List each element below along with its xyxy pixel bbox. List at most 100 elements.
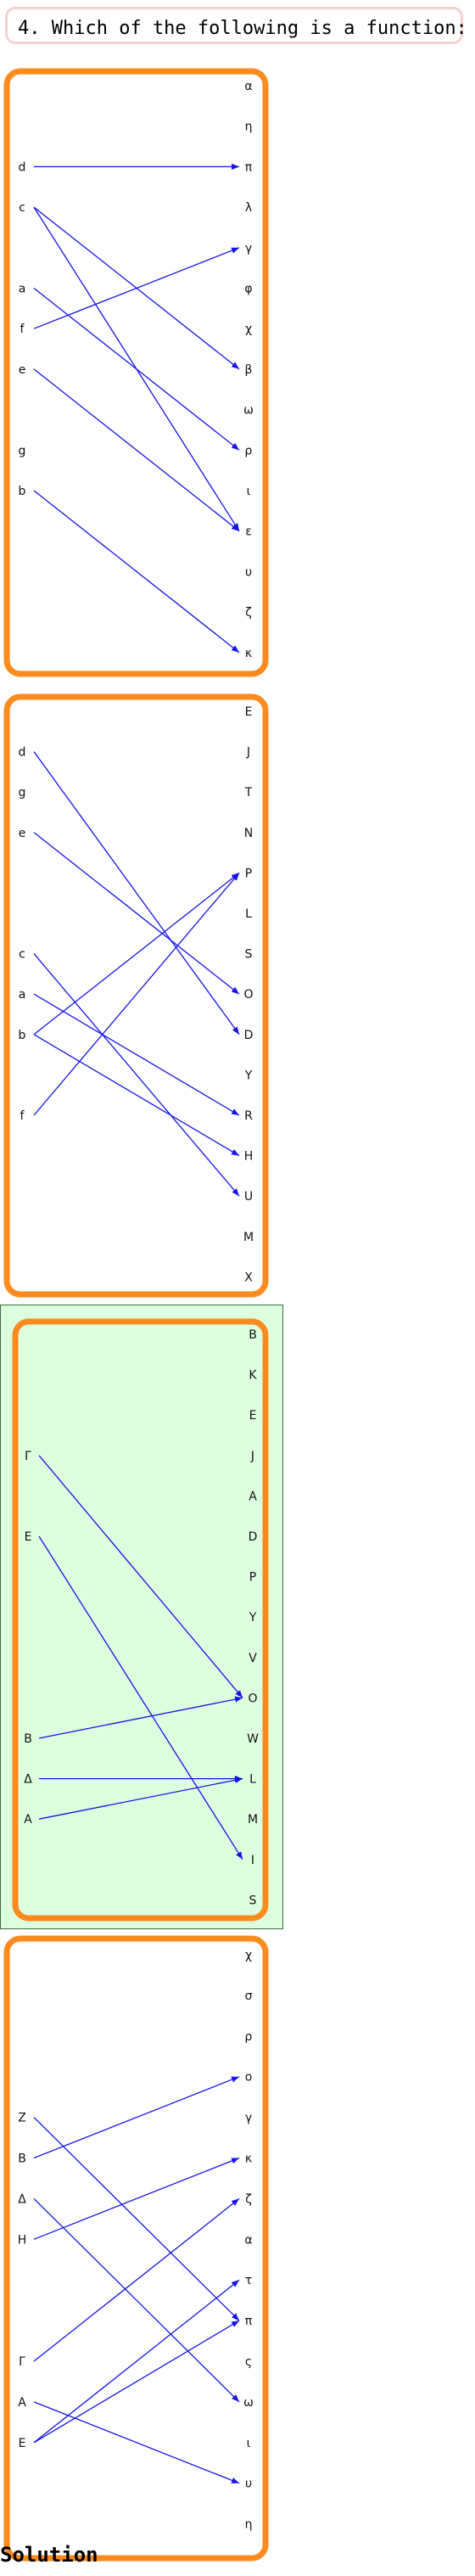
domain-element: Γ xyxy=(19,2355,25,2369)
diagram-frame xyxy=(3,693,269,1298)
codomain-element: I xyxy=(251,1854,254,1867)
domain-element: f xyxy=(20,323,25,336)
domain-element: d xyxy=(19,746,26,760)
domain-element: b xyxy=(19,485,26,498)
domain-element: E xyxy=(25,1530,32,1544)
domain-element: A xyxy=(24,1813,32,1827)
codomain-element: A xyxy=(249,1490,257,1503)
diagram-canvas: Z B Δ H Γ A Eχ σ ρ ο γ κ ζ α τ π ς ω ι υ η xyxy=(3,1935,269,2562)
domain-element: Δ xyxy=(18,2192,26,2206)
codomain-element: ω xyxy=(243,2396,254,2410)
mapping-arrow xyxy=(33,2197,240,2362)
codomain-element: J xyxy=(250,1450,254,1463)
codomain-element: W xyxy=(247,1732,259,1746)
codomain-element: T xyxy=(244,786,253,800)
domain-element: E xyxy=(19,2437,26,2450)
mapping-arrow xyxy=(38,1535,243,1860)
codomain-element: P xyxy=(249,1571,256,1585)
domain-element: Z xyxy=(18,2112,26,2125)
codomain-element: ι xyxy=(247,485,251,498)
codomain-element: ι xyxy=(247,2437,251,2450)
codomain-element: υ xyxy=(245,2478,252,2491)
mapping-arrow xyxy=(33,872,240,1035)
domain-element: b xyxy=(19,1029,26,1042)
domain-element: e xyxy=(19,363,26,377)
domain-element: c xyxy=(19,948,25,962)
codomain-element: E xyxy=(249,1409,257,1423)
codomain-element: χ xyxy=(245,323,252,336)
mapping-diagram-3: Γ E B Δ A B K E J A D P Y V O W L M I S xyxy=(0,1305,475,1929)
mapping-arrow xyxy=(33,2197,240,2403)
codomain-element: ε xyxy=(245,525,252,539)
codomain-element: υ xyxy=(245,565,252,579)
codomain-element: χ xyxy=(245,1949,252,1962)
codomain-element: L xyxy=(245,907,252,921)
codomain-element: ς xyxy=(245,2355,252,2369)
domain-element: a xyxy=(19,283,26,296)
mapping-arrow xyxy=(33,2279,240,2444)
domain-element: B xyxy=(24,1732,32,1746)
mapping-arrow xyxy=(33,872,240,1116)
codomain-element: β xyxy=(245,363,253,377)
codomain-element: α xyxy=(244,80,252,93)
codomain-element: σ xyxy=(245,1990,253,2003)
codomain-element: ζ xyxy=(245,2192,252,2206)
codomain-element: J xyxy=(246,746,250,760)
codomain-element: X xyxy=(244,1271,253,1284)
codomain-element: η xyxy=(245,2518,253,2532)
domain-element: d xyxy=(19,160,26,174)
mapping-arrow xyxy=(33,2076,240,2159)
codomain-element: M xyxy=(248,1813,258,1827)
codomain-element: E xyxy=(245,705,253,719)
codomain-element: M xyxy=(243,1231,254,1244)
domain-element: c xyxy=(19,201,25,215)
diagram-canvas: d c a f e g b α η π λ γ φ χ β ω ρ ι ε υ ζ κ xyxy=(3,68,269,677)
domain-element: H xyxy=(18,2233,27,2247)
codomain-element: ρ xyxy=(245,2030,253,2044)
codomain-element: κ xyxy=(245,2152,252,2166)
domain-element: a xyxy=(19,988,26,1002)
codomain-element: K xyxy=(249,1369,257,1383)
codomain-element: τ xyxy=(245,2274,252,2287)
diagram-frame xyxy=(12,1318,269,1922)
domain-element: Γ xyxy=(25,1450,31,1463)
diagram-canvas: Γ E B Δ A B K E J A D P Y V O W L M I S xyxy=(0,1305,283,1929)
mapping-arrow xyxy=(33,2157,240,2240)
mapping-arrow xyxy=(33,287,240,451)
codomain-element: O xyxy=(248,1692,257,1705)
mapping-arrow xyxy=(38,1455,243,1698)
codomain-element: V xyxy=(249,1652,257,1665)
codomain-element: P xyxy=(245,867,252,880)
solution-heading: Solution xyxy=(0,2543,98,2567)
mapping-arrow xyxy=(33,368,240,532)
codomain-element: γ xyxy=(245,2112,252,2125)
mapping-diagram-1: d c a f e g b α η π λ γ φ χ β ω ρ ι ε υ ζ κ xyxy=(0,66,475,686)
domain-element: B xyxy=(18,2152,26,2166)
codomain-element: λ xyxy=(245,201,252,215)
mapping-arrow xyxy=(38,1776,243,1820)
codomain-element: H xyxy=(244,1150,254,1164)
domain-element: g xyxy=(19,786,26,800)
codomain-element: N xyxy=(244,827,253,840)
codomain-element: S xyxy=(249,1894,257,1907)
mapping-arrow xyxy=(33,2401,240,2484)
mapping-arrow xyxy=(33,2320,240,2444)
diagram-frame xyxy=(3,68,269,677)
mapping-arrow xyxy=(38,1696,243,1739)
question-box: 4. Which of the following is a function: xyxy=(5,7,467,44)
highlight-background xyxy=(0,1305,283,1929)
codomain-element: R xyxy=(244,1109,253,1123)
codomain-element: π xyxy=(245,160,253,174)
question-text: 4. Which of the following is a function: xyxy=(18,18,467,39)
domain-element: f xyxy=(20,1109,25,1123)
mapping-arrow xyxy=(33,953,240,1197)
domain-element: g xyxy=(19,444,26,457)
codomain-element: O xyxy=(243,988,253,1002)
mapping-arrow xyxy=(33,993,240,1116)
mapping-arrow xyxy=(33,2117,240,2321)
mapping-arrow xyxy=(33,751,240,1035)
codomain-element: γ xyxy=(245,242,252,255)
codomain-element: Y xyxy=(249,1611,257,1625)
codomain-element: ω xyxy=(243,404,254,418)
